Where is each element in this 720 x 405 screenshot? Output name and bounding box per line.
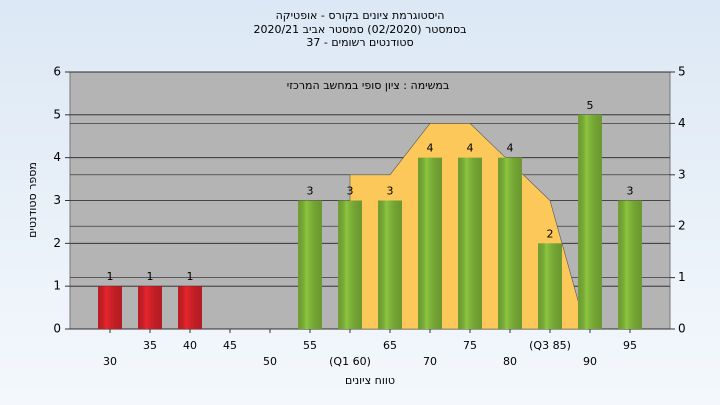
bar-shade [98, 286, 122, 329]
y2-tick-label: 4 [678, 116, 686, 130]
bar-shade [538, 243, 562, 329]
data-label: 5 [587, 99, 594, 112]
bar-shade [378, 200, 402, 329]
bar-shade [338, 200, 362, 329]
x-tick-label: 70 [423, 355, 437, 368]
x-axis-label: טווח ציונים [345, 374, 395, 387]
x-tick-label: 50 [263, 355, 277, 368]
data-label: 2 [547, 227, 554, 240]
y2-tick-label: 0 [678, 322, 686, 336]
data-label: 4 [467, 142, 474, 155]
data-label: 1 [107, 270, 114, 283]
y2-tick-label: 2 [678, 219, 686, 233]
x-tick-label: 65 [383, 339, 397, 352]
x-tick-label: 45 [223, 339, 237, 352]
data-label: 4 [427, 142, 434, 155]
y-tick-label: 4 [53, 150, 61, 164]
chart-title: היסטוגרמת ציונים בקורס - אופטיקה [276, 9, 445, 22]
y-tick-label: 6 [53, 65, 61, 79]
data-label: 3 [347, 185, 354, 198]
x-tick-label: (Q1 60) [329, 355, 371, 368]
data-label: 4 [507, 142, 514, 155]
bar-shade [618, 200, 642, 329]
x-tick-label: 40 [183, 339, 197, 352]
data-label: 3 [307, 185, 314, 198]
x-tick-label: 90 [583, 355, 597, 368]
bar-shade [578, 114, 602, 329]
data-label: 1 [147, 270, 154, 283]
bar-shade [298, 200, 322, 329]
x-tick-label: (Q3 85) [529, 339, 571, 352]
y-tick-label: 1 [53, 279, 61, 293]
data-label: 1 [187, 270, 194, 283]
y-tick-label: 0 [53, 322, 61, 336]
data-label: 3 [627, 185, 634, 198]
y2-tick-label: 3 [678, 167, 686, 181]
y-tick-label: 3 [53, 193, 61, 207]
x-tick-label: 55 [303, 339, 317, 352]
x-tick-label: 30 [103, 355, 117, 368]
x-tick-label: 95 [623, 339, 637, 352]
y-axis-label: מספר סטודנטים [26, 162, 39, 238]
chart-subtitle: סטודנטים רשומים - 37 [306, 36, 413, 49]
y2-tick-label: 1 [678, 270, 686, 284]
bar-shade [498, 157, 522, 329]
bar-shade [178, 286, 202, 329]
y-tick-label: 5 [53, 107, 61, 121]
y-tick-label: 2 [53, 236, 61, 250]
bar-shade [458, 157, 482, 329]
bar-shade [418, 157, 442, 329]
annotation: במשימה : ציון סופי במחשב המרכזי [287, 79, 450, 92]
y2-tick-label: 5 [678, 65, 686, 79]
x-tick-label: 75 [463, 339, 477, 352]
data-label: 3 [387, 185, 394, 198]
chart-subtitle: בסמסטר (02/2020) סמסטר אביב 2020/21 [253, 23, 466, 36]
x-tick-label: 80 [503, 355, 517, 368]
x-tick-label: 35 [143, 339, 157, 352]
bar-shade [138, 286, 162, 329]
